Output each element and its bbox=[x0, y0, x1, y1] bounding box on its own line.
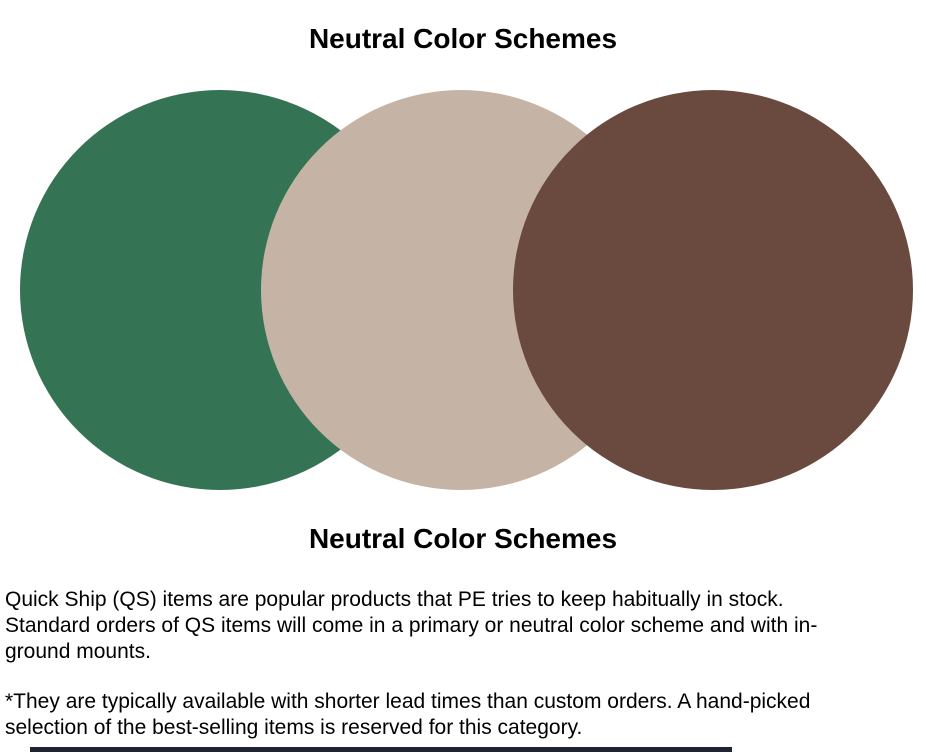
text-line: *They are typically available with short… bbox=[5, 690, 811, 713]
page-title: Neutral Color Schemes bbox=[308, 23, 618, 54]
body-paragraph-footnote: *They are typically available with short… bbox=[5, 689, 917, 741]
diagram-caption: Neutral Color Schemes bbox=[308, 523, 618, 554]
text-line: Standard orders of QS items will come in… bbox=[5, 614, 818, 637]
text-line: ground mounts. bbox=[5, 640, 151, 663]
cutoff-table-border bbox=[30, 747, 732, 752]
color-scheme-diagram bbox=[20, 90, 913, 490]
text-line: selection of the best-selling items is r… bbox=[5, 716, 583, 739]
swatch-circle-brown bbox=[513, 90, 913, 490]
text-line: Quick Ship (QS) items are popular produc… bbox=[5, 588, 784, 611]
body-paragraph-quick-ship: Quick Ship (QS) items are popular produc… bbox=[5, 587, 917, 665]
